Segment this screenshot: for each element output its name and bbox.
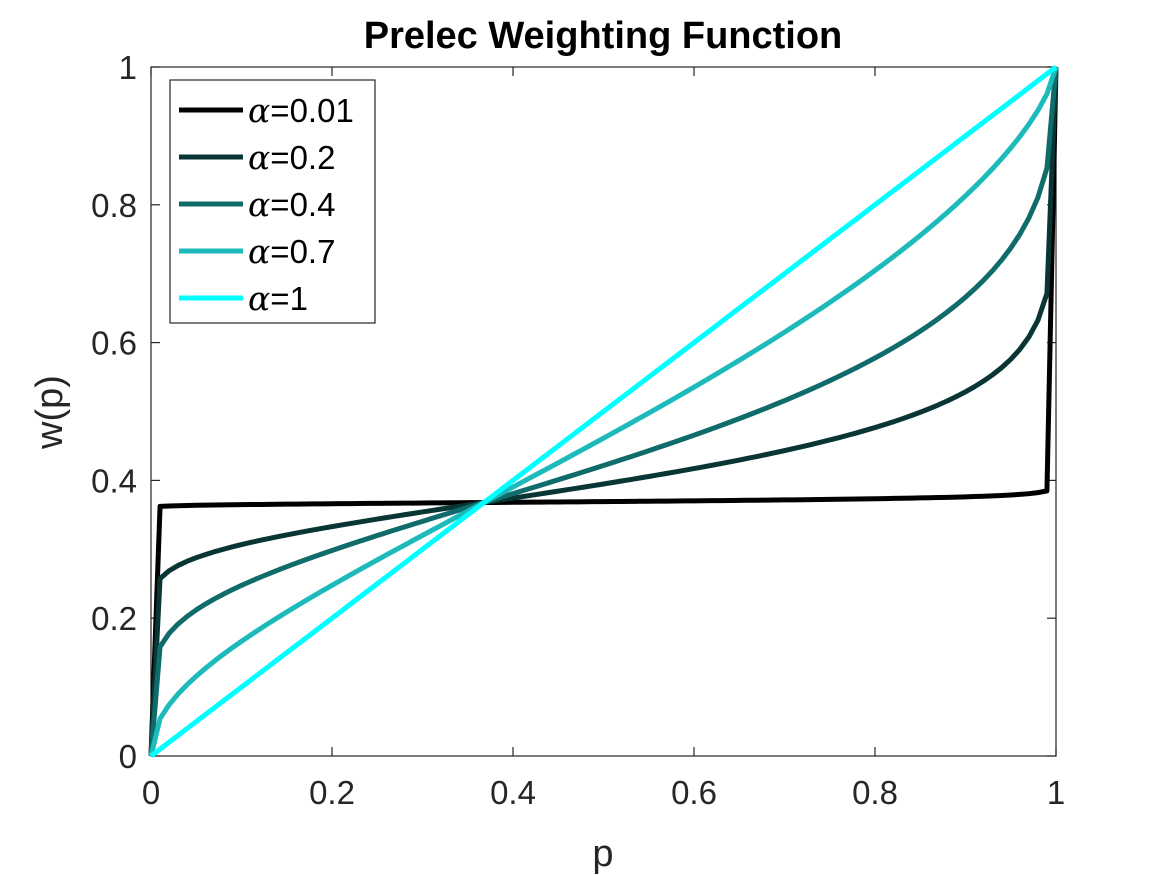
x-tick-label: 0.2 bbox=[309, 774, 355, 811]
legend-label: α=0.01 bbox=[248, 91, 354, 130]
x-tick-label: 1 bbox=[1047, 774, 1065, 811]
x-tick-label: 0.4 bbox=[490, 774, 536, 811]
y-tick-label: 0.2 bbox=[91, 600, 137, 637]
series-line-alpha-0-2 bbox=[148, 66, 1059, 757]
chart-title: Prelec Weighting Function bbox=[364, 15, 843, 57]
y-tick-label: 1 bbox=[119, 49, 137, 86]
axes-box bbox=[150, 66, 1057, 757]
x-axis-label: p bbox=[592, 833, 613, 875]
axes-frame bbox=[150, 66, 1057, 757]
y-tick-label: 0 bbox=[119, 738, 137, 775]
series-line-alpha-0-7 bbox=[148, 66, 1059, 757]
x-tick-label: 0.6 bbox=[671, 774, 717, 811]
legend-label: α=0.4 bbox=[248, 185, 335, 224]
legend-label: α=0.2 bbox=[248, 138, 335, 177]
plot-lines bbox=[148, 65, 1059, 758]
series-line-alpha-1 bbox=[149, 65, 1058, 758]
tick-labels: 0 0.2 0.4 0.6 0.8 1 0 0.2 0.4 0.6 0.8 1 bbox=[91, 49, 1065, 811]
x-tick-label: 0.8 bbox=[852, 774, 898, 811]
y-tick-label: 0.8 bbox=[91, 187, 137, 224]
x-tick-label: 0 bbox=[142, 774, 160, 811]
series-line-alpha-0-01 bbox=[148, 66, 1059, 757]
y-tick-label: 0.4 bbox=[91, 462, 137, 499]
y-axis-label: w(p) bbox=[29, 375, 71, 450]
legend-label: α=0.7 bbox=[248, 232, 335, 271]
legend-label: α=1 bbox=[248, 279, 308, 318]
series-line-alpha-0-4 bbox=[148, 66, 1059, 757]
y-tick-label: 0.6 bbox=[91, 325, 137, 362]
legend: α=0.01 α=0.2 α=0.4 α=0.7 α=1 bbox=[169, 79, 376, 324]
